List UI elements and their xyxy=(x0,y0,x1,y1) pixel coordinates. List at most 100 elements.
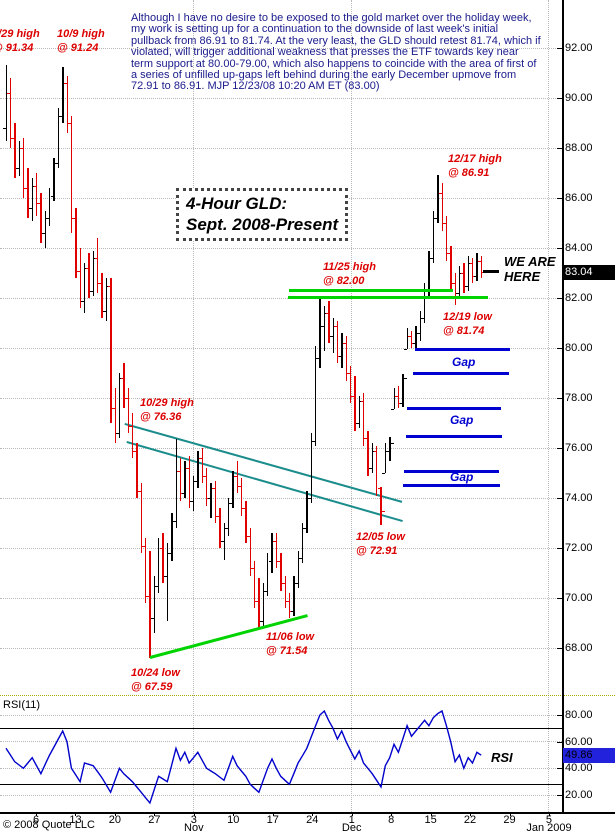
channel-line-lower xyxy=(126,441,403,523)
open-tick xyxy=(316,358,320,359)
price-gridline xyxy=(0,47,562,49)
open-tick xyxy=(469,263,473,264)
price-tick-label: 72.00 xyxy=(565,542,593,554)
price-axis-tick xyxy=(557,198,562,199)
ohlc-bar xyxy=(410,330,413,348)
pane-separator xyxy=(0,695,615,696)
week-tick-label: 3 xyxy=(190,814,197,826)
open-tick xyxy=(155,585,159,587)
open-tick xyxy=(129,425,133,427)
open-tick xyxy=(286,600,290,602)
ohlc-bar xyxy=(441,183,443,231)
open-tick xyxy=(138,490,142,492)
open-tick xyxy=(42,233,46,234)
open-tick xyxy=(478,260,482,262)
ohlc-bar xyxy=(258,578,260,628)
week-tick-label: 6 xyxy=(32,814,40,826)
open-tick xyxy=(260,620,264,622)
label-oct9-high: 10/9 high @ 91.24 xyxy=(57,28,105,54)
ohlc-bar xyxy=(149,550,151,659)
gap1-label: Gap xyxy=(452,355,476,369)
week-tick-label: 1 xyxy=(348,814,355,826)
price-gridline xyxy=(0,247,562,249)
ohlc-bar xyxy=(280,553,282,591)
month-label: Dec xyxy=(341,822,362,832)
open-tick xyxy=(273,540,277,542)
open-tick xyxy=(20,148,24,149)
ohlc-bar xyxy=(62,67,64,123)
ohlc-bar xyxy=(402,373,404,407)
green-resistance-line-upper xyxy=(289,289,453,292)
open-tick xyxy=(216,515,220,517)
open-tick xyxy=(146,595,150,597)
rsi-tick-label: 20.00 xyxy=(565,789,593,801)
open-tick xyxy=(251,568,255,569)
open-tick xyxy=(321,325,325,327)
open-tick xyxy=(90,290,94,292)
ohlc-bar xyxy=(323,305,326,351)
ohlc-bar xyxy=(70,115,73,233)
ohlc-bar xyxy=(227,498,230,536)
ohlc-bar xyxy=(18,140,20,176)
open-tick xyxy=(456,293,460,294)
ohlc-bar xyxy=(406,328,408,349)
open-tick xyxy=(334,325,338,327)
ohlc-bar xyxy=(332,318,334,353)
week-tick-label: 5 xyxy=(545,814,553,826)
open-tick xyxy=(64,83,68,84)
price-axis-tick xyxy=(557,348,562,349)
week-axis-tick xyxy=(114,812,116,816)
open-tick xyxy=(439,193,442,194)
open-tick xyxy=(173,520,177,522)
ohlc-bar xyxy=(445,215,448,261)
price-tick-label: 78.00 xyxy=(565,392,593,404)
label-oct29-high: 10/29 high @ 76.36 xyxy=(140,397,194,423)
week-axis-tick xyxy=(75,812,77,816)
label-dec05-low: 12/05 low @ 72.91 xyxy=(356,531,405,557)
price-axis-tick xyxy=(557,448,562,449)
rsi-axis-tick xyxy=(557,795,562,796)
ohlc-bar xyxy=(110,278,112,423)
week-tick-label: 8 xyxy=(388,814,395,826)
open-tick xyxy=(55,163,59,164)
ohlc-bar xyxy=(9,78,12,148)
rsi-gridline xyxy=(0,741,562,743)
ohlc-bar xyxy=(424,283,426,323)
open-tick xyxy=(203,475,207,477)
open-tick xyxy=(33,185,37,187)
open-tick xyxy=(181,493,185,494)
ohlc-bar xyxy=(262,583,265,626)
label-nov25-high: 11/25 high @ 82.00 xyxy=(323,261,376,287)
ohlc-bar xyxy=(201,448,204,483)
price-gridline xyxy=(0,297,562,299)
price-axis-line xyxy=(562,0,564,813)
price-tick-label: 80.00 xyxy=(565,342,593,354)
open-tick xyxy=(112,408,115,409)
ohlc-bar xyxy=(419,310,422,341)
rsi-axis-tick xyxy=(557,715,562,716)
open-tick xyxy=(37,203,41,204)
ohlc-bar xyxy=(22,138,25,198)
open-tick xyxy=(408,335,412,337)
ohlc-bar xyxy=(371,443,374,473)
open-tick xyxy=(421,318,425,319)
label-sep29-high: 9/29 high @ 91.34 xyxy=(0,28,40,54)
ohlc-bar xyxy=(458,265,461,298)
rsi-tick-label: 40.00 xyxy=(565,762,593,775)
ohlc-bar xyxy=(393,388,395,409)
open-tick xyxy=(308,498,312,499)
price-tick-label: 88.00 xyxy=(565,142,593,154)
week-axis-tick xyxy=(548,812,550,816)
ohlc-bar xyxy=(349,365,352,403)
week-axis-tick xyxy=(193,812,195,816)
open-tick xyxy=(190,500,194,502)
rsi-oversold-line xyxy=(0,784,562,785)
open-tick xyxy=(3,128,6,129)
open-tick xyxy=(447,253,451,254)
open-tick xyxy=(412,343,416,344)
price-axis-tick xyxy=(557,98,562,99)
rsi-gridline xyxy=(0,767,562,769)
ohlc-bar xyxy=(476,253,478,281)
week-axis-tick xyxy=(430,812,432,816)
price-tick-label: 84.00 xyxy=(565,242,593,254)
